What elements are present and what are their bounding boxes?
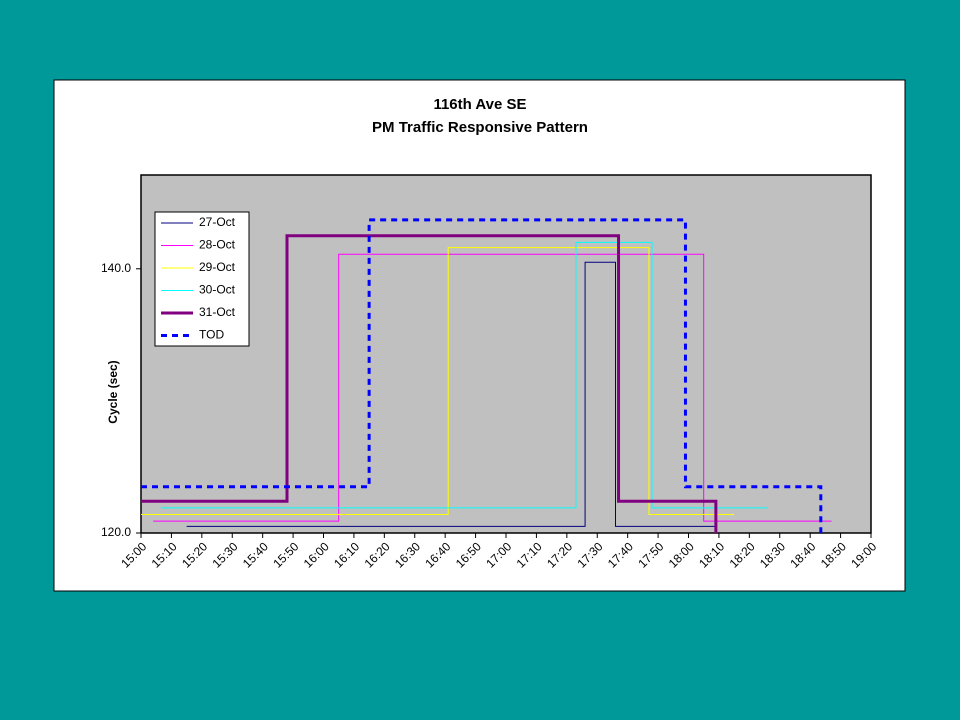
series-line xyxy=(141,247,735,516)
legend-label: 31-Oct xyxy=(199,305,236,319)
plot-area xyxy=(140,174,872,534)
legend-label: TOD xyxy=(199,328,224,342)
legend-label: 28-Oct xyxy=(199,238,236,252)
series-line xyxy=(153,253,832,522)
y-tick-label: 120.0 xyxy=(101,525,131,539)
y-tick-label: 140.0 xyxy=(101,261,131,275)
legend-label: 27-Oct xyxy=(199,215,236,229)
series-line xyxy=(141,234,718,533)
chart-title: 116th Ave SE xyxy=(433,96,526,113)
series-line xyxy=(141,218,823,533)
legend-box xyxy=(154,211,250,347)
legend-label: 29-Oct xyxy=(199,260,236,274)
y-axis-label: Cycle (sec) xyxy=(106,360,120,423)
chart-subtitle: PM Traffic Responsive Pattern xyxy=(372,119,588,136)
legend-label: 30-Oct xyxy=(199,283,236,297)
series-line xyxy=(160,241,768,509)
series-line xyxy=(186,261,716,527)
